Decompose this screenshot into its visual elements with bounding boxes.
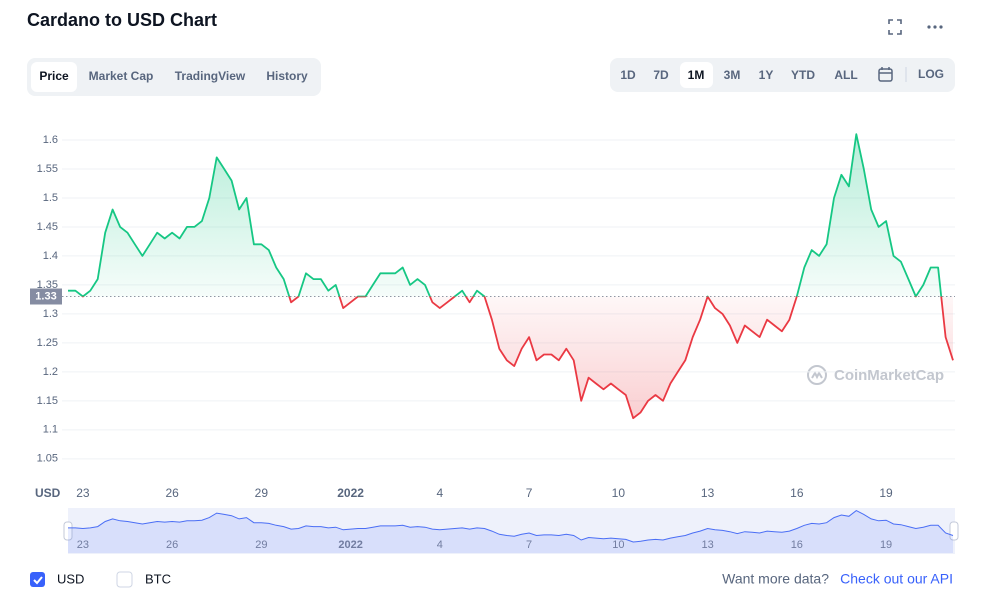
navigator-line <box>68 510 954 543</box>
navigator-tick-label: 13 <box>701 539 713 551</box>
range-button[interactable]: 3M <box>724 68 741 82</box>
baseline-label-bg <box>30 288 62 305</box>
navigator-tick-label: 10 <box>612 539 624 551</box>
x-tick-label: 16 <box>790 486 804 500</box>
navigator-tick-label: 7 <box>526 539 532 551</box>
range-button[interactable]: 1M <box>688 68 705 82</box>
x-tick-label: 4 <box>437 486 444 500</box>
navigator-bg <box>68 508 955 554</box>
footer-prompt: Want more data? <box>722 571 829 587</box>
range-button[interactable]: YTD <box>791 68 815 82</box>
expand-icon[interactable] <box>888 19 902 35</box>
y-tick-label: 1.05 <box>37 453 58 465</box>
y-tick-label: 1.45 <box>37 221 58 233</box>
x-tick-label: 7 <box>526 486 533 500</box>
y-tick-label: 1.15 <box>37 395 58 407</box>
navigator-tick-label: 26 <box>166 539 178 551</box>
x-tick-label: 2022 <box>337 486 364 500</box>
x-tick-label: 19 <box>879 486 893 500</box>
tab[interactable]: TradingView <box>175 69 246 83</box>
tab[interactable]: Price <box>39 69 69 83</box>
baseline-label: 1.33 <box>35 290 56 302</box>
navigator-tick-label: 16 <box>791 539 803 551</box>
legend-label[interactable]: BTC <box>145 571 171 586</box>
active-tab-bg <box>31 62 77 92</box>
x-tick-label: 10 <box>612 486 626 500</box>
more-icon[interactable] <box>927 25 943 29</box>
range-button[interactable]: 1D <box>620 68 636 82</box>
checkbox-checked[interactable] <box>30 572 45 587</box>
calendar-icon[interactable] <box>878 67 893 82</box>
x-tick-label: 26 <box>165 486 179 500</box>
y-tick-label: 1.1 <box>43 424 58 436</box>
y-axis-title: USD <box>35 486 61 500</box>
log-button[interactable]: LOG <box>918 67 944 81</box>
y-tick-label: 1.5 <box>43 192 58 204</box>
check-mark <box>33 576 43 585</box>
x-tick-label: 23 <box>76 486 90 500</box>
navigator-area <box>68 510 953 553</box>
x-tick-label: 29 <box>255 486 269 500</box>
legend-label[interactable]: USD <box>57 571 84 586</box>
tab-group <box>27 58 321 96</box>
x-tick-label: 13 <box>701 486 715 500</box>
chart-title: Cardano to USD Chart <box>27 10 217 30</box>
navigator-tick-label: 4 <box>437 539 443 551</box>
footer-link[interactable]: Check out our API <box>840 571 953 587</box>
y-tick-label: 1.55 <box>37 163 58 175</box>
navigator-tick-label: 2022 <box>338 539 362 551</box>
active-range-bg <box>680 62 713 88</box>
range-button[interactable]: 7D <box>653 68 669 82</box>
watermark-logo <box>807 365 827 385</box>
y-tick-label: 1.25 <box>37 337 58 349</box>
navigator-tick-label: 23 <box>77 539 89 551</box>
price-area <box>68 134 953 419</box>
tab[interactable]: Market Cap <box>89 69 154 83</box>
range-button[interactable]: ALL <box>834 68 857 82</box>
y-tick-label: 1.6 <box>43 134 58 146</box>
tab[interactable]: History <box>266 69 308 83</box>
y-tick-label: 1.3 <box>43 308 58 320</box>
y-tick-label: 1.35 <box>37 279 58 291</box>
navigator-handle[interactable] <box>63 521 73 541</box>
checkbox-unchecked[interactable] <box>116 571 133 588</box>
y-tick-label: 1.2 <box>43 366 58 378</box>
price-line <box>68 133 954 420</box>
watermark: CoinMarketCap <box>834 367 944 384</box>
y-tick-label: 1.4 <box>43 250 58 262</box>
range-button[interactable]: 1Y <box>759 68 774 82</box>
navigator-tick-label: 29 <box>255 539 267 551</box>
navigator-tick-label: 19 <box>880 539 892 551</box>
